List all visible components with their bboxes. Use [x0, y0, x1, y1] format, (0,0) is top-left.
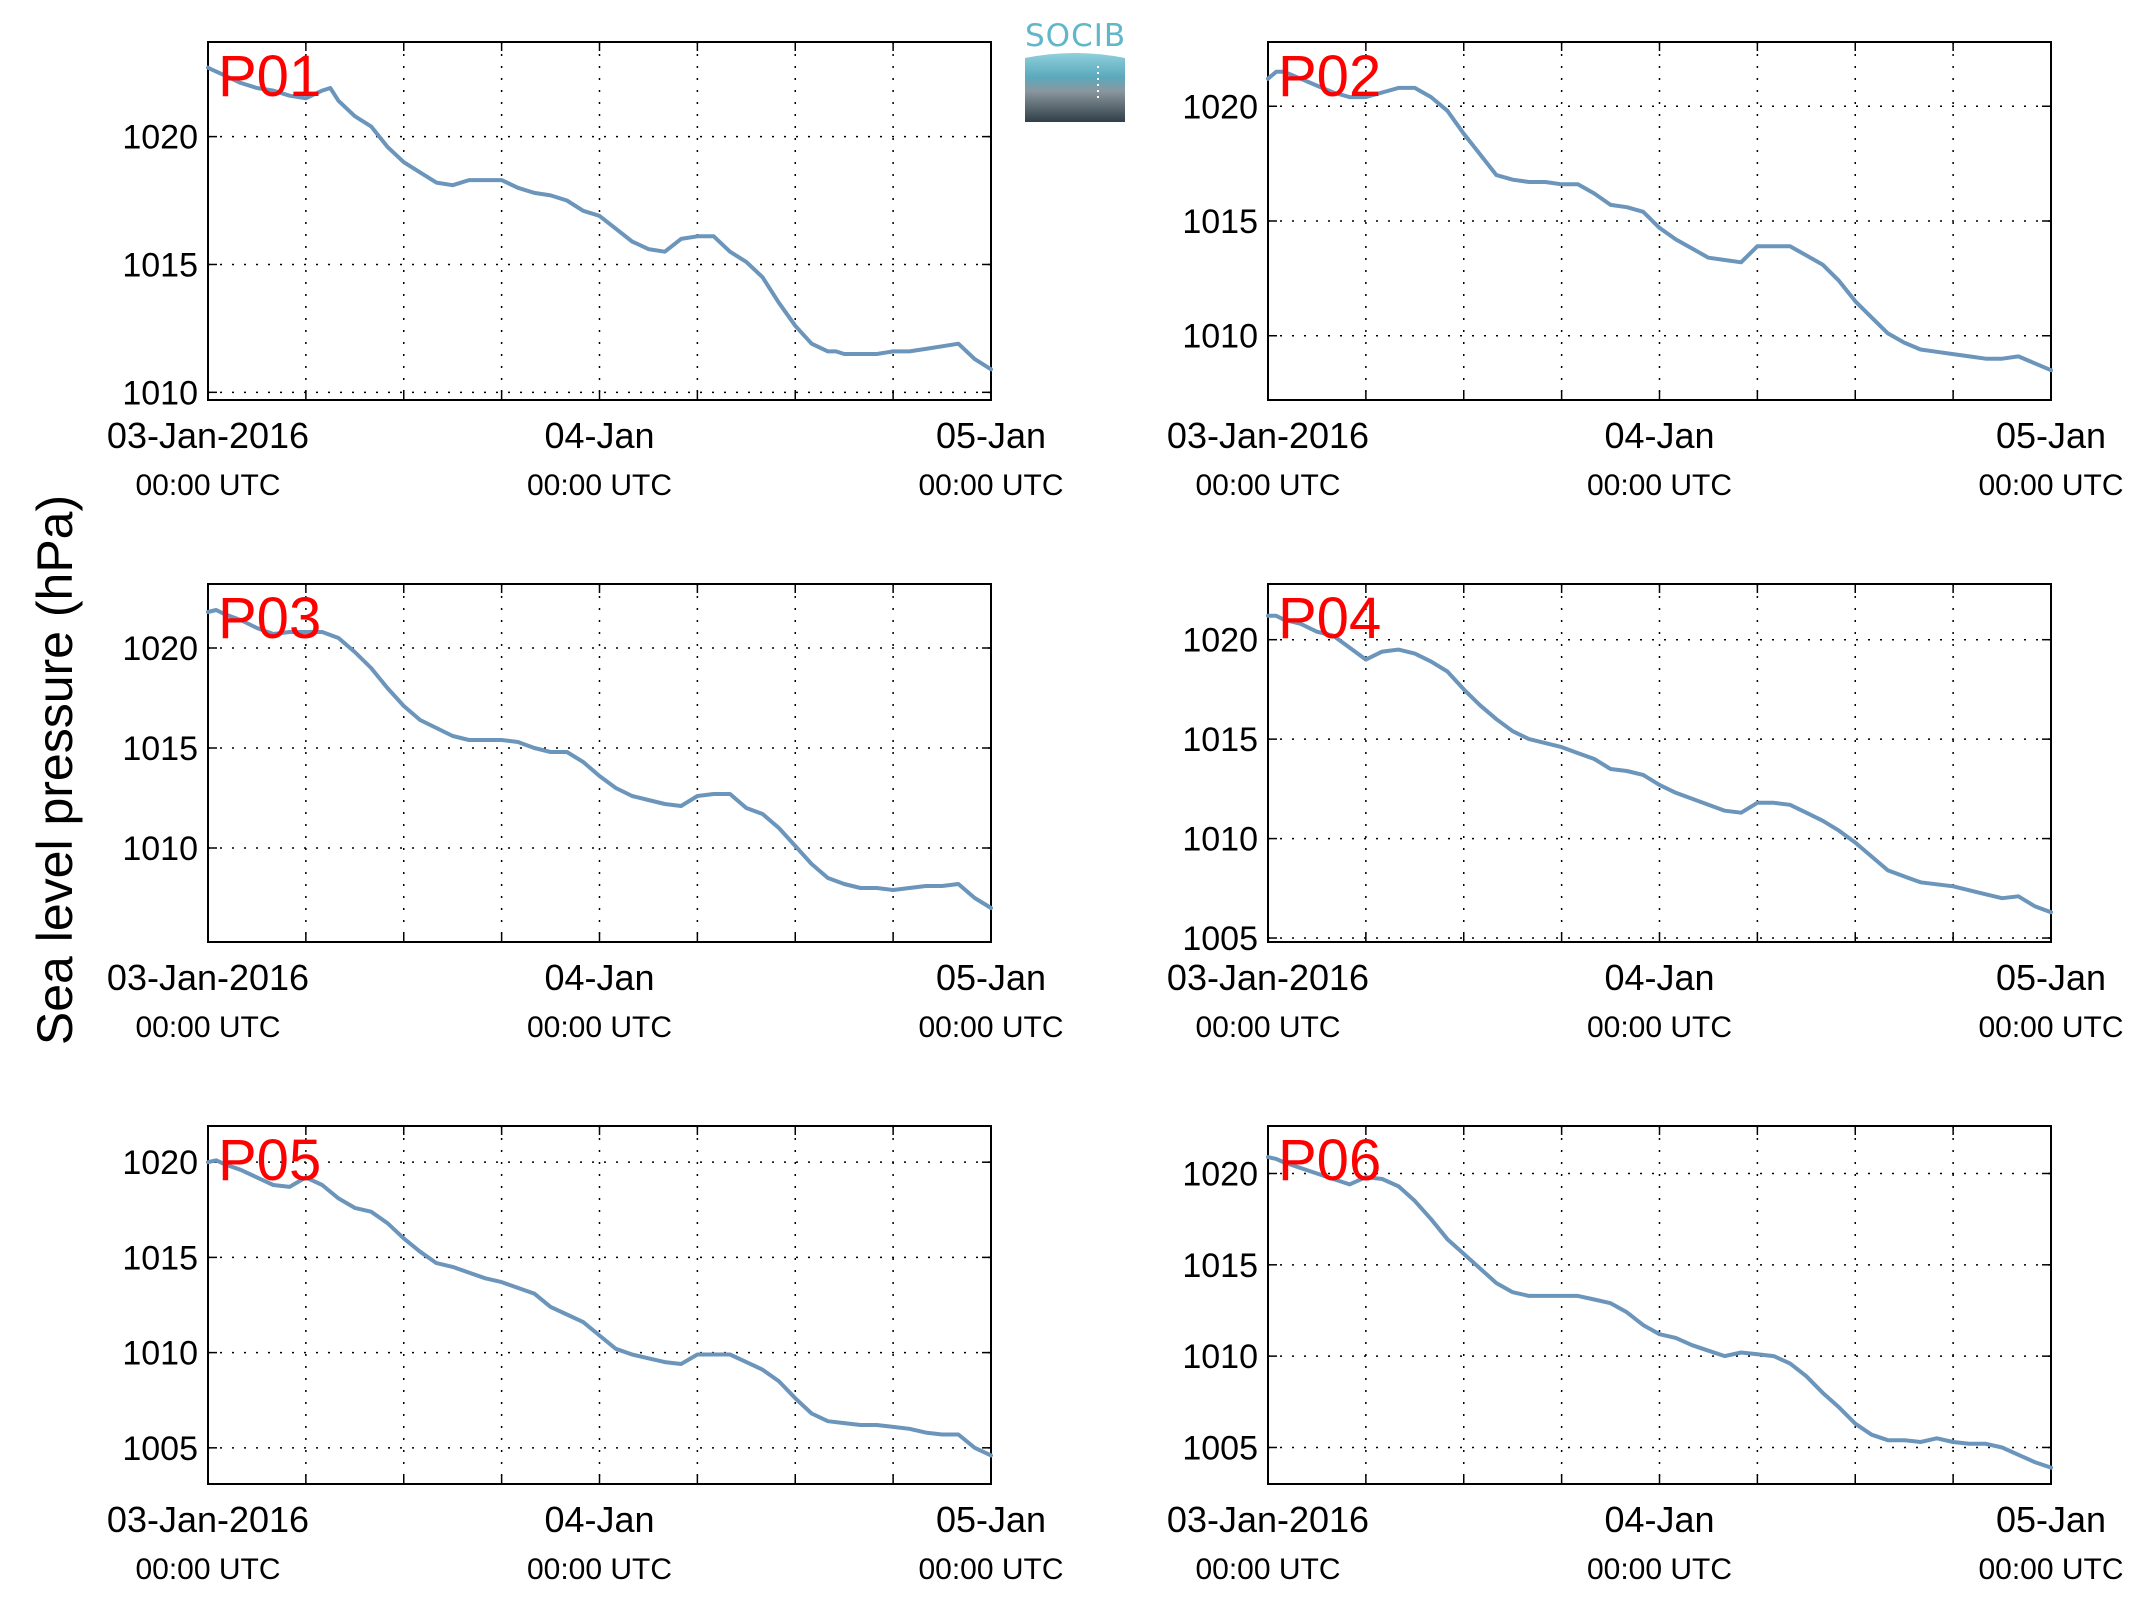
x-tick-label: 03-Jan-2016	[1167, 415, 1369, 456]
x-tick-label: 04-Jan	[1604, 1499, 1714, 1540]
axes-box	[207, 1125, 992, 1485]
x-tick-sublabel: 00:00 UTC	[1587, 469, 1732, 502]
axes-box	[207, 41, 992, 401]
panel-p06: 1005 1010 1015 1020 03-Jan-2016 00:00 UTC 04-J…	[1167, 1125, 2124, 1586]
series-line	[206, 608, 993, 910]
socib-logo: SOCIB	[1025, 18, 1125, 122]
station-label: P04	[1278, 586, 1381, 651]
x-tick-sublabel: 00:00 UTC	[135, 1011, 280, 1044]
panel-p04: 1005 1010 1015 1020 03-Jan-2016 00:00 UTC 04-J…	[1167, 583, 2124, 1044]
station-label: P03	[218, 586, 321, 651]
x-tick-label: 03-Jan-2016	[1167, 957, 1369, 998]
x-tick-sublabel: 00:00 UTC	[1978, 469, 2123, 502]
x-tick-sublabel: 00:00 UTC	[1978, 1011, 2123, 1044]
x-tick-sublabel: 00:00 UTC	[1195, 1011, 1340, 1044]
x-tick-sublabel: 00:00 UTC	[1587, 1553, 1732, 1586]
socib-logo-text: SOCIB	[1025, 18, 1127, 54]
station-label: P06	[1278, 1128, 1381, 1193]
y-tick-label: 1020	[1182, 622, 1258, 660]
y-tick-label: 1010	[1182, 821, 1258, 859]
x-tick-sublabel: 00:00 UTC	[527, 469, 672, 502]
axes-box	[1267, 583, 2052, 943]
x-tick-label: 05-Jan	[936, 1499, 1046, 1540]
station-label: P01	[218, 44, 321, 109]
y-tick-label: 1020	[122, 630, 198, 668]
station-label: P05	[218, 1128, 321, 1193]
x-tick-label: 04-Jan	[544, 957, 654, 998]
y-tick-label: 1015	[1182, 1247, 1258, 1285]
y-tick-label: 1005	[122, 1430, 198, 1468]
x-tick-sublabel: 00:00 UTC	[135, 1553, 280, 1586]
x-tick-label: 04-Jan	[544, 1499, 654, 1540]
y-tick-label: 1010	[1182, 318, 1258, 356]
x-tick-sublabel: 00:00 UTC	[1978, 1553, 2123, 1586]
series-line	[206, 65, 993, 372]
x-tick-sublabel: 00:00 UTC	[918, 469, 1063, 502]
series-line	[1266, 1155, 2053, 1470]
series-line	[206, 1158, 993, 1458]
x-tick-label: 04-Jan	[1604, 957, 1714, 998]
x-tick-label: 03-Jan-2016	[107, 957, 309, 998]
y-tick-label: 1010	[122, 1335, 198, 1373]
y-tick-label: 1020	[1182, 88, 1258, 126]
y-tick-label: 1010	[122, 830, 198, 868]
station-label: P02	[1278, 44, 1381, 109]
x-tick-sublabel: 00:00 UTC	[918, 1011, 1063, 1044]
x-tick-label: 05-Jan	[1996, 957, 2106, 998]
x-tick-label: 03-Jan-2016	[1167, 1499, 1369, 1540]
x-tick-sublabel: 00:00 UTC	[1195, 1553, 1340, 1586]
x-tick-sublabel: 00:00 UTC	[527, 1553, 672, 1586]
x-tick-label: 05-Jan	[936, 415, 1046, 456]
panel-p03: 1010 1015 1020 03-Jan-2016 00:00 UTC 04-Jan 00…	[107, 583, 1064, 1044]
series-line	[1266, 613, 2053, 915]
axes-box	[1267, 41, 2052, 401]
x-tick-label: 03-Jan-2016	[107, 415, 309, 456]
x-tick-label: 04-Jan	[544, 415, 654, 456]
y-tick-label: 1020	[122, 1144, 198, 1182]
y-tick-label: 1005	[1182, 920, 1258, 958]
y-tick-label: 1015	[122, 246, 198, 284]
x-tick-label: 05-Jan	[1996, 415, 2106, 456]
y-tick-label: 1005	[1182, 1429, 1258, 1467]
socib-logo-band	[1025, 53, 1125, 122]
x-tick-sublabel: 00:00 UTC	[918, 1553, 1063, 1586]
panel-p05: 1005 1010 1015 1020 03-Jan-2016 00:00 UTC 04-J…	[107, 1125, 1064, 1586]
series-line	[1266, 69, 2053, 373]
y-tick-label: 1015	[122, 1239, 198, 1277]
x-tick-sublabel: 00:00 UTC	[135, 469, 280, 502]
y-tick-label: 1010	[122, 374, 198, 412]
x-tick-sublabel: 00:00 UTC	[1587, 1011, 1732, 1044]
y-axis-label: Sea level pressure (hPa)	[27, 495, 83, 1045]
x-tick-sublabel: 00:00 UTC	[1195, 469, 1340, 502]
x-tick-label: 04-Jan	[1604, 415, 1714, 456]
panel-p02: 1010 1015 1020 03-Jan-2016 00:00 UTC 04-Jan 00…	[1167, 41, 2124, 502]
panel-p01: 1010 1015 1020 03-Jan-2016 00:00 UTC 04-Jan 00…	[107, 41, 1064, 502]
x-tick-label: 05-Jan	[936, 957, 1046, 998]
y-tick-label: 1020	[1182, 1155, 1258, 1193]
y-tick-label: 1020	[122, 119, 198, 157]
y-tick-label: 1015	[1182, 721, 1258, 759]
x-tick-sublabel: 00:00 UTC	[527, 1011, 672, 1044]
y-tick-label: 1010	[1182, 1338, 1258, 1376]
y-tick-label: 1015	[1182, 203, 1258, 241]
x-tick-label: 05-Jan	[1996, 1499, 2106, 1540]
x-tick-label: 03-Jan-2016	[107, 1499, 309, 1540]
y-tick-label: 1015	[122, 730, 198, 768]
